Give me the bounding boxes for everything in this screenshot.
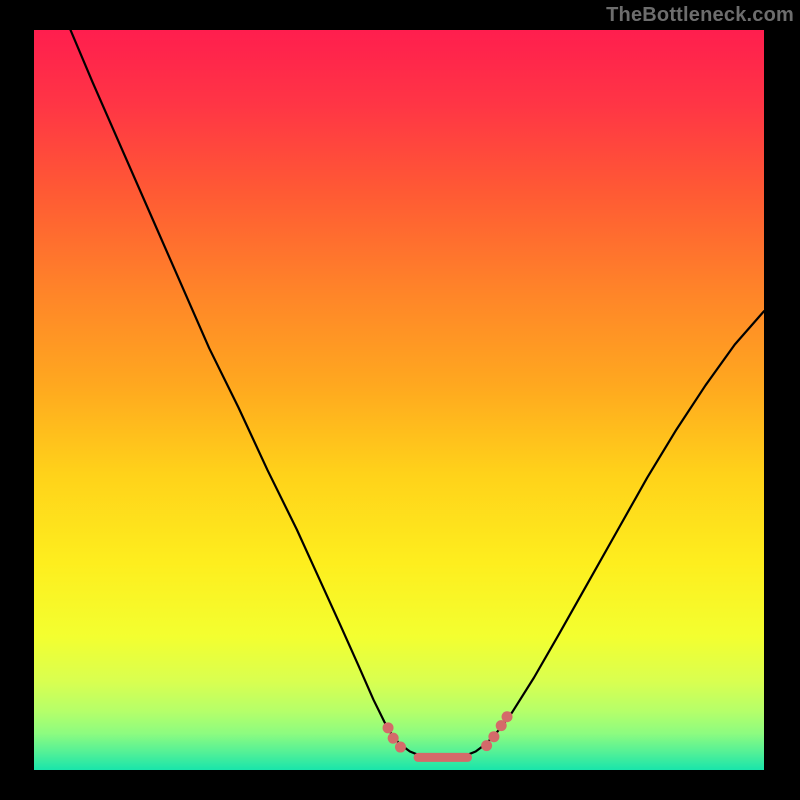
chart-container: TheBottleneck.com [0, 0, 800, 800]
plot-background [34, 30, 764, 770]
plot-area [34, 30, 764, 770]
plot-svg [34, 30, 764, 770]
watermark-text: TheBottleneck.com [606, 4, 794, 27]
